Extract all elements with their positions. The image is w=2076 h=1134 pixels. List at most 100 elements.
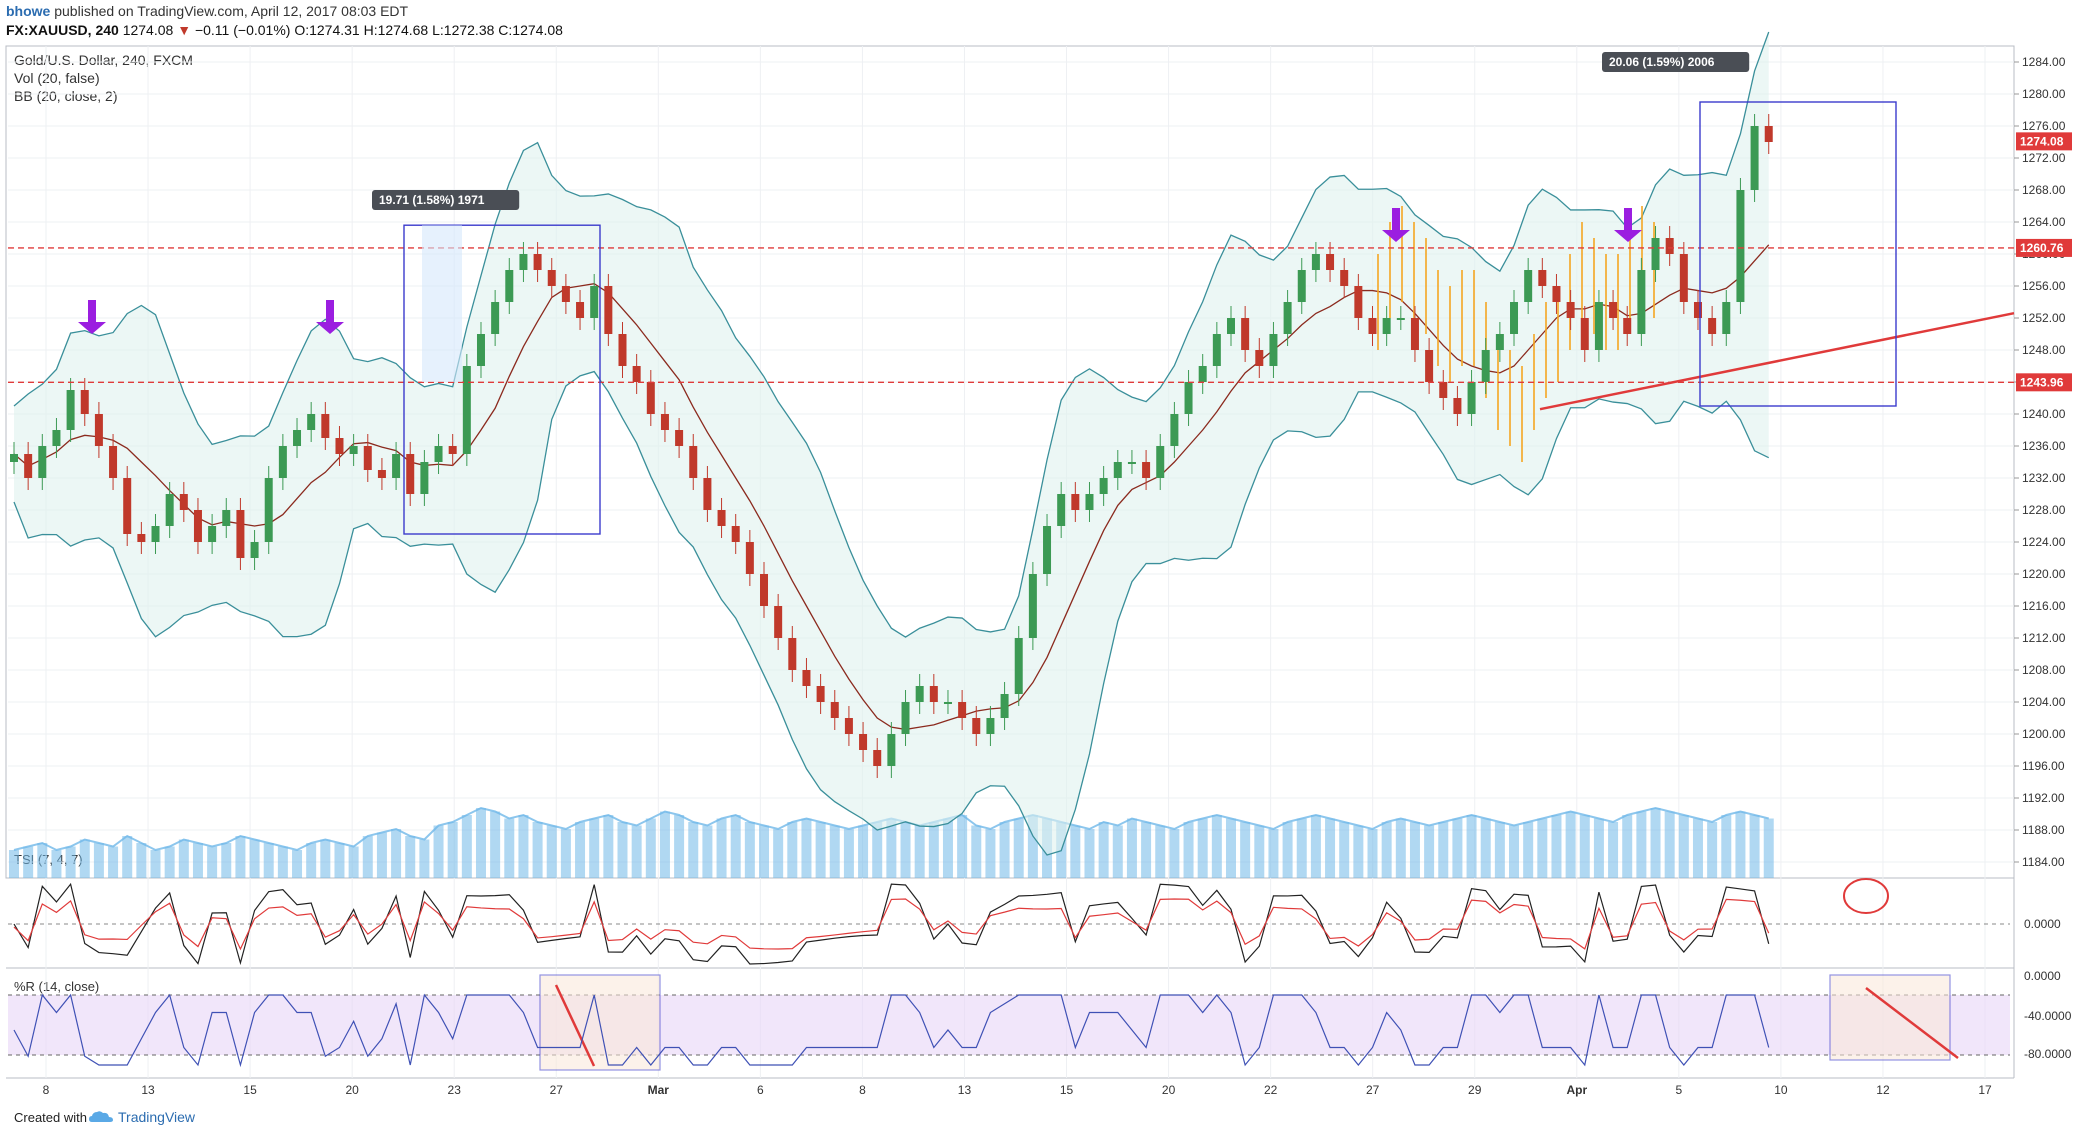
wr-arrow-left — [554, 984, 596, 1067]
candle-body — [109, 446, 118, 478]
symbol-label[interactable]: FX:XAUUSD, 240 — [6, 22, 119, 38]
wr-line — [13, 993, 1770, 1068]
wr-band — [8, 923, 2010, 1071]
candle-body — [193, 510, 202, 542]
measure-tag-left: 19.71 (1.58%) 1971 — [379, 193, 485, 207]
candle-body — [972, 718, 981, 734]
wr-label[interactable]: %R (14, close) — [14, 979, 100, 994]
candle-body — [1410, 318, 1419, 350]
candle-body — [307, 414, 316, 430]
volume-bar — [744, 822, 755, 878]
candle-body — [788, 638, 797, 670]
candle-body — [236, 510, 245, 558]
price-tick-label: 1284.00 — [2022, 55, 2066, 69]
candle-body — [165, 494, 174, 526]
price-tick-label: 1188.00 — [2022, 823, 2065, 837]
candle-body — [123, 478, 132, 534]
candle-body — [1113, 462, 1122, 478]
indicator-tick-label: -80.0000 — [2024, 1047, 2072, 1061]
candle-body — [420, 462, 429, 494]
volume-bar — [1084, 829, 1095, 878]
volume-bar — [1692, 818, 1703, 878]
volume-bar — [1310, 815, 1321, 878]
volume-bar — [886, 818, 897, 878]
time-tick-label: 15 — [1060, 1083, 1074, 1097]
candle-body — [1708, 318, 1717, 334]
tsi-circle — [1843, 878, 1889, 914]
volume-bar — [292, 850, 303, 878]
resistance-price-tag-bg — [2016, 238, 2072, 257]
candle-body — [1481, 350, 1490, 382]
candle-body — [505, 270, 514, 302]
price-tick-label: 1204.00 — [2022, 695, 2066, 709]
time-tick-label: 20 — [345, 1083, 359, 1097]
candle-body — [1580, 318, 1589, 350]
candle-body — [561, 286, 570, 302]
volume-bar — [1155, 825, 1166, 878]
candle-body — [943, 702, 952, 704]
candle-body — [1425, 350, 1434, 382]
candle-body — [1439, 382, 1448, 398]
tradingview-brand[interactable]: TradingView — [118, 1109, 196, 1125]
time-tick-label: 5 — [1675, 1083, 1682, 1097]
candle-body — [52, 430, 61, 446]
candle-body — [1750, 126, 1759, 190]
volume-bar — [1381, 822, 1392, 878]
candle-body — [1085, 494, 1094, 510]
volume-bar — [829, 825, 840, 878]
measure-range-left — [422, 225, 462, 382]
indicator-tick-label: 0.0000 — [2024, 917, 2061, 931]
candle-body — [901, 702, 910, 734]
volume-bar — [518, 815, 529, 878]
volume-bar — [1749, 815, 1760, 878]
change-value: −0.11 (−0.01%) — [194, 22, 291, 38]
volume-bar — [1027, 815, 1038, 878]
candle-body — [377, 470, 386, 478]
candle-body — [1722, 302, 1731, 334]
time-tick-label: 29 — [1468, 1083, 1482, 1097]
candle-body — [363, 446, 372, 470]
volume-bar — [433, 825, 444, 878]
volume-bar — [1424, 825, 1435, 878]
tsi-line — [13, 882, 1770, 966]
publisher-name[interactable]: bhowe — [6, 3, 51, 19]
candle-body — [1736, 190, 1745, 302]
candle-body — [604, 286, 613, 334]
candle-body — [1255, 350, 1264, 366]
volume-bar — [1480, 818, 1491, 878]
price-tick-label: 1224.00 — [2022, 535, 2066, 549]
candle-body — [986, 718, 995, 734]
time-tick-label: 27 — [1366, 1083, 1380, 1097]
volume-bars — [9, 806, 1774, 878]
candle-body — [491, 302, 500, 334]
price-tick-label: 1228.00 — [2022, 503, 2066, 517]
price-tick-label: 1196.00 — [2022, 759, 2065, 773]
change-arrow-icon: ▼ — [177, 22, 192, 38]
legend-bb[interactable]: BB (20, close, 2) — [14, 88, 118, 104]
price-tick-label: 1268.00 — [2022, 183, 2066, 197]
volume-bar — [362, 836, 373, 878]
legend-vol[interactable]: Vol (20, false) — [14, 70, 100, 86]
candle-body — [80, 390, 89, 414]
candle-body — [1552, 286, 1561, 302]
volume-bar — [475, 808, 486, 878]
volume-bar — [249, 839, 260, 878]
tradingview-cloud-icon[interactable] — [88, 1108, 114, 1126]
volume-bar — [843, 829, 854, 878]
time-tick-label: Mar — [648, 1083, 670, 1097]
volume-bar — [348, 846, 359, 878]
volume-bar — [79, 839, 90, 878]
price-tick-label: 1216.00 — [2022, 599, 2066, 613]
price-tick-label: 1240.00 — [2022, 407, 2066, 421]
volume-bar — [1339, 822, 1350, 878]
candle-body — [1382, 318, 1391, 334]
candle-body — [1764, 126, 1773, 142]
volume-bar — [1494, 822, 1505, 878]
time-tick-label: 8 — [43, 1083, 50, 1097]
candle-body — [208, 526, 217, 542]
candle-body — [859, 734, 868, 750]
trend-line — [1539, 311, 2015, 411]
volume-bar — [1593, 818, 1604, 878]
candle-body — [745, 542, 754, 574]
